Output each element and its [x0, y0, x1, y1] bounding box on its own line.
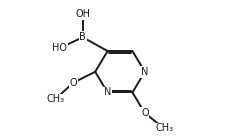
Text: CH₃: CH₃ [155, 123, 173, 133]
Text: B: B [79, 32, 86, 42]
Text: CH₃: CH₃ [46, 94, 64, 104]
Text: HO: HO [52, 43, 67, 53]
Text: O: O [69, 78, 77, 88]
Text: O: O [141, 108, 149, 118]
Text: OH: OH [75, 9, 90, 19]
Text: N: N [141, 67, 149, 77]
Text: N: N [104, 87, 111, 97]
